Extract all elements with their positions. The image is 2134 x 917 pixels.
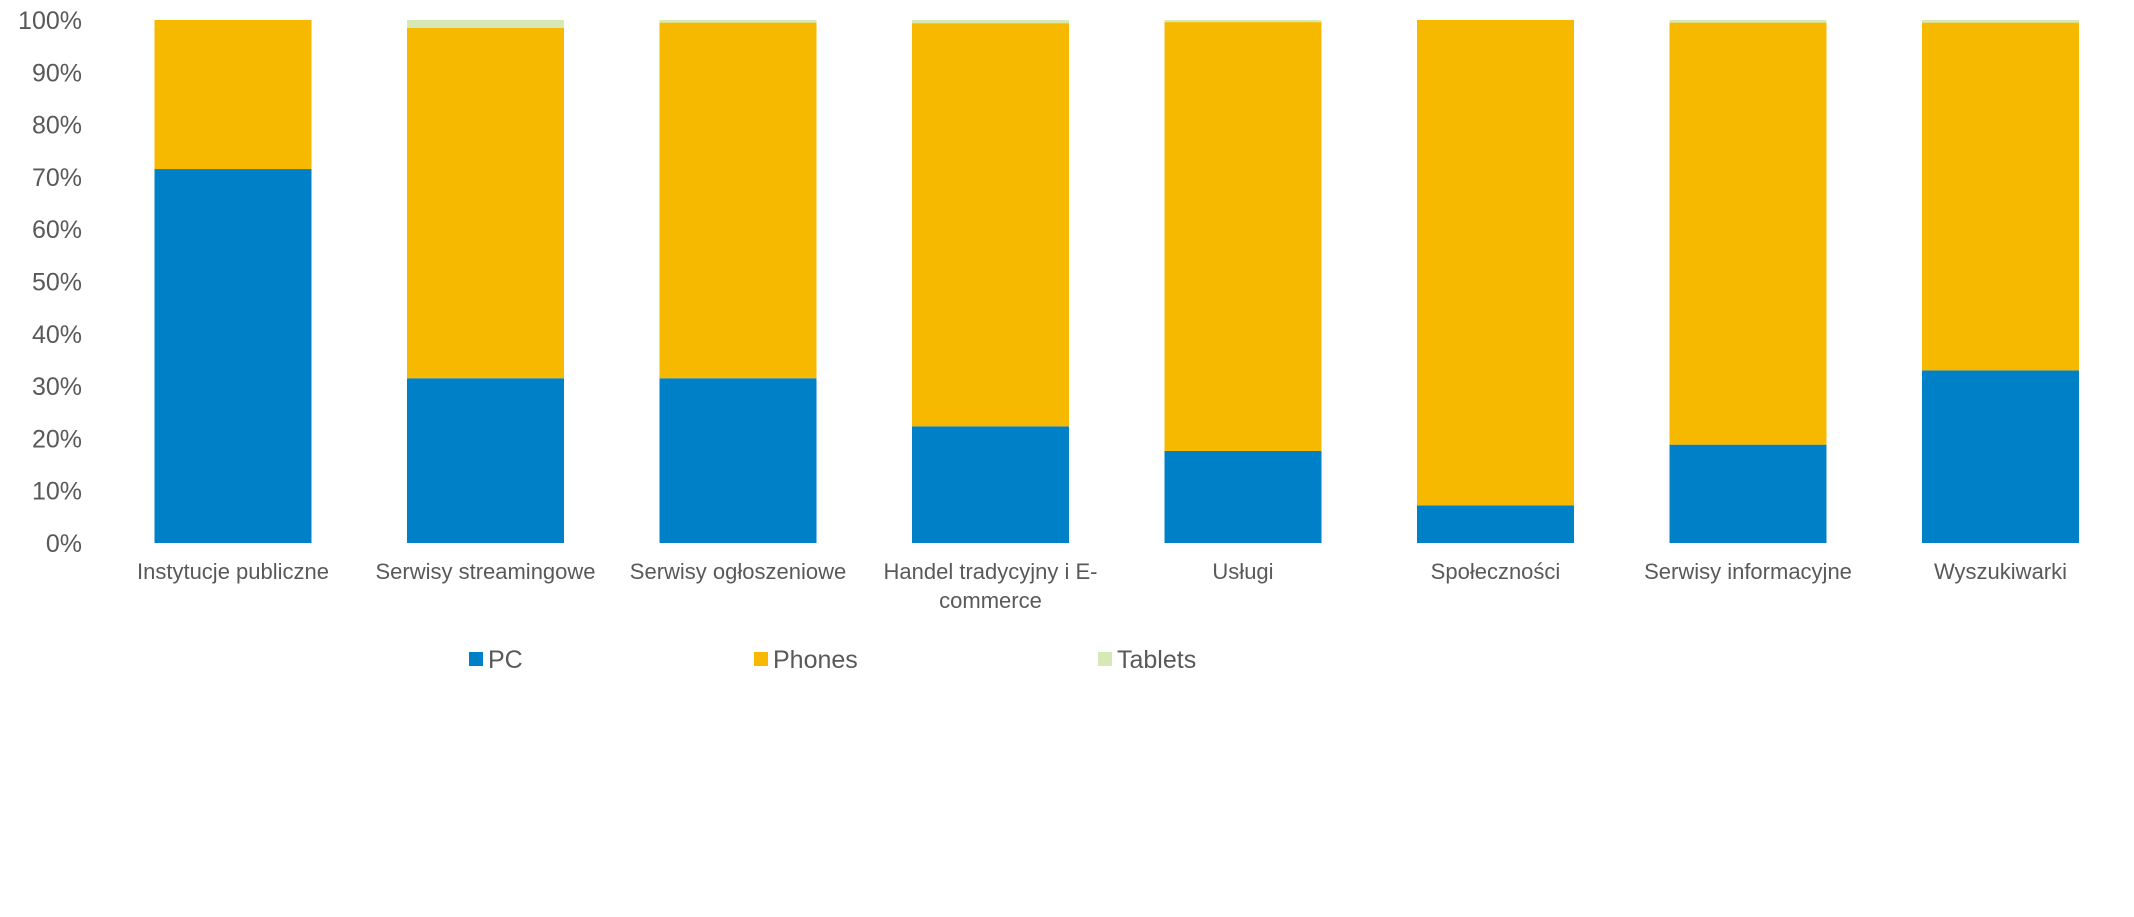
bar-segment-pc [1164,450,1322,543]
bar-segment-phones [1164,22,1322,451]
bar-segment-pc [407,378,564,543]
y-tick-label: 30% [32,373,82,401]
bars [154,20,2079,543]
bar-segment-phones [1417,20,1574,506]
x-tick-label: Handel tradycyjny i E- [884,559,1098,584]
legend-item: PC [469,646,523,674]
bar-segment-tablets [1164,20,1322,23]
x-tick-label: Serwisy ogłoszeniowe [630,559,846,584]
x-tick-label: Wyszukiwarki [1934,559,2067,584]
y-tick-label: 100% [18,7,82,35]
bar-segment-phones [912,23,1069,427]
legend-swatch [754,652,768,666]
bar-segment-pc [1922,370,2079,543]
y-tick-label: 10% [32,478,82,506]
bar-segment-pc [912,426,1069,543]
bar-segment-tablets [1669,20,1827,23]
bar-stack [1417,20,1574,543]
bar-stack [1669,20,1827,543]
legend-label: Phones [773,646,858,674]
legend-swatch [1098,652,1112,666]
legend-label: PC [488,646,523,674]
x-tick-label: Społeczności [1431,559,1561,584]
bar-segment-tablets [912,20,1069,24]
y-tick-label: 70% [32,164,82,192]
legend-item: Phones [754,646,858,674]
y-tick-label: 0% [46,530,82,558]
legend-item: Tablets [1098,646,1196,674]
bar-segment-phones [1922,22,2079,371]
y-tick-label: 80% [32,112,82,140]
bar-segment-pc [1669,444,1827,543]
bar-stack [407,20,564,543]
y-tick-label: 50% [32,269,82,297]
y-tick-label: 90% [32,59,82,87]
bar-stack [154,20,312,543]
x-tick-label: Serwisy streamingowe [375,559,595,584]
bar-segment-phones [154,20,312,170]
x-tick-label: commerce [939,588,1042,613]
x-tick-label: Usługi [1212,559,1273,584]
y-tick-label: 20% [32,425,82,453]
bar-segment-pc [154,169,312,543]
bar-segment-phones [1669,22,1827,445]
legend-swatch [469,652,483,666]
legend: PC Phones Tablets [469,646,1196,674]
bar-segment-tablets [659,20,817,23]
y-tick-label: 60% [32,216,82,244]
bar-segment-pc [1417,505,1574,543]
bar-stack [659,20,817,543]
y-tick-label: 40% [32,321,82,349]
bar-segment-phones [659,22,817,379]
bar-stack [1922,20,2079,543]
bar-segment-tablets [1922,20,2079,23]
bar-segment-phones [407,27,564,379]
x-axis: Instytucje publiczne Serwisy streamingowe… [137,559,2067,613]
x-tick-label: Instytucje publiczne [137,559,329,584]
legend-label: Tablets [1117,646,1196,674]
bar-stack [1164,20,1322,543]
bar-stack [912,20,1069,543]
x-tick-label: Serwisy informacyjne [1644,559,1852,584]
bar-segment-tablets [407,20,564,28]
bar-segment-pc [659,378,817,543]
y-axis: 0% 10% 20% 30% 40% 50% 60% 70% 80% 90% 100% [18,7,82,558]
